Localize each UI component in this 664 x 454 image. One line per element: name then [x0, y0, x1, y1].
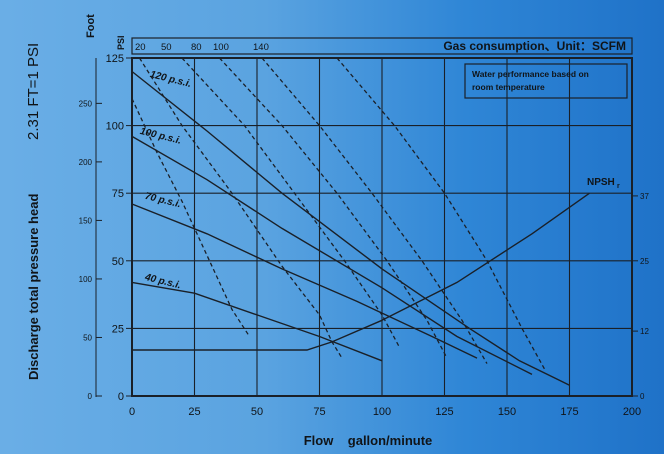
foot-tick-label: 200	[79, 158, 93, 167]
x-tick-label: 100	[373, 406, 391, 418]
npsh-label: NPSH	[587, 177, 615, 188]
x-tick-label: 75	[313, 406, 325, 418]
psi-tick-label: 75	[112, 188, 124, 200]
pressure-curve-label: 120 p.s.i.	[149, 69, 193, 90]
x-tick-label: 25	[188, 406, 200, 418]
right-tick-label: 12	[640, 327, 649, 336]
plot-grid	[132, 58, 632, 396]
x-axis-ticks: 0 25 50 75 100 125 150 175 200	[129, 406, 641, 418]
scfm-tick-label: 140	[253, 42, 269, 53]
right-tick-label: 0	[640, 392, 645, 401]
psi-tick-label: 25	[112, 323, 124, 335]
scfm-tick-label: 100	[213, 42, 229, 53]
right-axis-ticks: 0 12 25 37	[632, 192, 649, 401]
x-tick-label: 175	[560, 406, 578, 418]
x-tick-label: 125	[435, 406, 453, 418]
curve-labels: 120 p.s.i.100 p.s.i.70 p.s.i.40 p.s.i.NP…	[139, 69, 620, 291]
x-axis-title: Flow gallon/minute	[304, 433, 433, 448]
foot-tick-label: 250	[79, 99, 93, 108]
x-tick-label: 0	[129, 406, 135, 418]
scfm-tick-label: 20	[135, 42, 146, 53]
note-line-1: Water performance based on	[472, 69, 589, 79]
note-box	[464, 63, 628, 99]
scfm-tick-label: 80	[191, 42, 202, 53]
foot-unit-label: Foot	[85, 14, 97, 38]
psi-tick-label: 50	[112, 256, 124, 268]
x-tick-label: 50	[251, 406, 263, 418]
right-tick-label: 37	[640, 192, 649, 201]
y-axis-title: Discharge total pressure head	[26, 194, 41, 380]
foot-tick-label: 0	[88, 392, 93, 401]
scfm-band	[131, 37, 633, 55]
x-tick-label: 150	[498, 406, 516, 418]
foot-tick-label: 150	[79, 216, 93, 225]
performance-curve	[132, 192, 590, 351]
scfm-ticks: 20 50 80 100 140	[135, 42, 269, 53]
air-consumption-curve	[131, 98, 251, 337]
air-consumption-curve	[261, 57, 488, 364]
psi-tick-label: 0	[118, 391, 124, 403]
scfm-tick-label: 50	[161, 42, 172, 53]
performance-curves	[131, 57, 590, 386]
air-consumption-curve	[336, 57, 546, 370]
performance-curve	[131, 281, 383, 362]
x-tick-label: 200	[623, 406, 641, 418]
pressure-curve-label: 70 p.s.i.	[144, 191, 182, 211]
psi-tick-label: 125	[106, 53, 124, 65]
psi-unit-label: PSI	[116, 35, 126, 50]
y-axis-conversion: 2.31 FT=1 PSI	[25, 43, 42, 140]
performance-curve	[131, 135, 533, 376]
psi-tick-label: 100	[106, 121, 124, 133]
performance-curve	[131, 203, 478, 359]
psi-axis-ticks: 0 25 50 75 100 125	[106, 53, 132, 403]
foot-axis-ticks: 0 50 100 150 200 250	[79, 99, 102, 401]
right-tick-label: 25	[640, 257, 649, 266]
foot-tick-label: 100	[79, 275, 93, 284]
performance-curve	[131, 70, 570, 386]
note-line-2: room temperature	[472, 82, 545, 92]
pressure-curve-label: 40 p.s.i.	[143, 272, 182, 292]
npsh-label-subscript: r	[617, 183, 620, 190]
chart-title: Gas consumption、Unit：SCFM	[443, 39, 626, 53]
air-consumption-curve	[181, 57, 401, 348]
foot-tick-label: 50	[83, 333, 92, 342]
air-consumption-curve	[138, 57, 343, 359]
